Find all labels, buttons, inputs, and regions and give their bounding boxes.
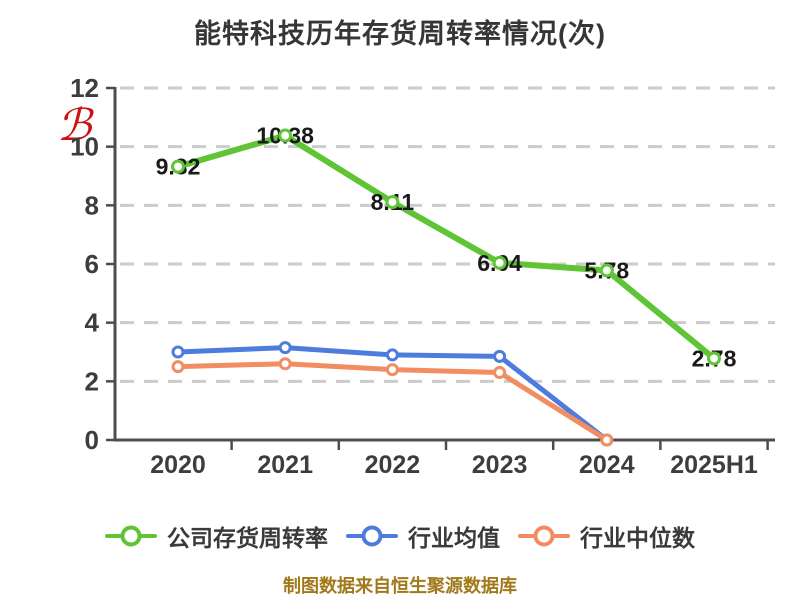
x-tick-label: 2022 bbox=[365, 451, 421, 479]
legend-marker-blue-icon bbox=[346, 524, 398, 548]
x-tick-label: 2023 bbox=[472, 451, 528, 479]
data-point bbox=[600, 433, 614, 447]
y-tick-label: 10 bbox=[70, 132, 99, 162]
x-tick-label: 2025H1 bbox=[670, 451, 758, 479]
inventory-turnover-line-chart: 024681012202020212022202320242025H19.321… bbox=[70, 73, 775, 479]
series-line-1 bbox=[175, 345, 610, 443]
y-tick-label: 0 bbox=[85, 425, 99, 455]
chart-title: 能特科技历年存货周转率情况(次) bbox=[194, 19, 606, 49]
legend-label: 行业均值 bbox=[408, 525, 500, 551]
legend-label: 公司存货周转率 bbox=[167, 525, 328, 551]
watermark-glyph: ℬ bbox=[56, 101, 92, 150]
legend-label: 行业中位数 bbox=[580, 525, 695, 551]
data-point bbox=[278, 357, 292, 371]
y-tick-label: 8 bbox=[85, 190, 99, 220]
chart-legend: 公司存货周转率 行业均值 行业中位数 bbox=[0, 512, 800, 560]
x-tick-label: 2020 bbox=[150, 451, 206, 479]
data-point bbox=[171, 360, 185, 374]
data-point bbox=[171, 159, 185, 174]
data-point bbox=[707, 351, 721, 366]
data-source-note: 制图数据来自恒生聚源数据库 bbox=[283, 576, 517, 596]
data-point bbox=[385, 363, 399, 377]
data-point bbox=[385, 348, 399, 362]
legend-item-industry-median: 行业中位数 bbox=[518, 519, 695, 553]
legend-marker-green-icon bbox=[105, 524, 157, 548]
legend-item-company-turnover: 公司存货周转率 bbox=[105, 519, 328, 553]
data-point bbox=[493, 366, 507, 380]
y-tick-label: 12 bbox=[70, 73, 99, 103]
data-point bbox=[278, 128, 293, 143]
x-tick-label: 2021 bbox=[257, 451, 313, 479]
legend-marker-orange-icon bbox=[518, 524, 570, 548]
y-tick-label: 2 bbox=[85, 366, 99, 396]
data-point bbox=[493, 349, 507, 363]
x-tick-label: 2024 bbox=[579, 451, 635, 479]
y-tick-label: 4 bbox=[85, 308, 100, 338]
data-point bbox=[385, 195, 400, 210]
data-point bbox=[599, 263, 614, 278]
series-line-0 bbox=[175, 132, 717, 362]
data-point bbox=[278, 341, 292, 355]
data-point bbox=[492, 255, 507, 270]
legend-item-industry-average: 行业均值 bbox=[346, 519, 500, 553]
y-tick-label: 6 bbox=[85, 249, 99, 279]
data-point bbox=[171, 345, 185, 359]
